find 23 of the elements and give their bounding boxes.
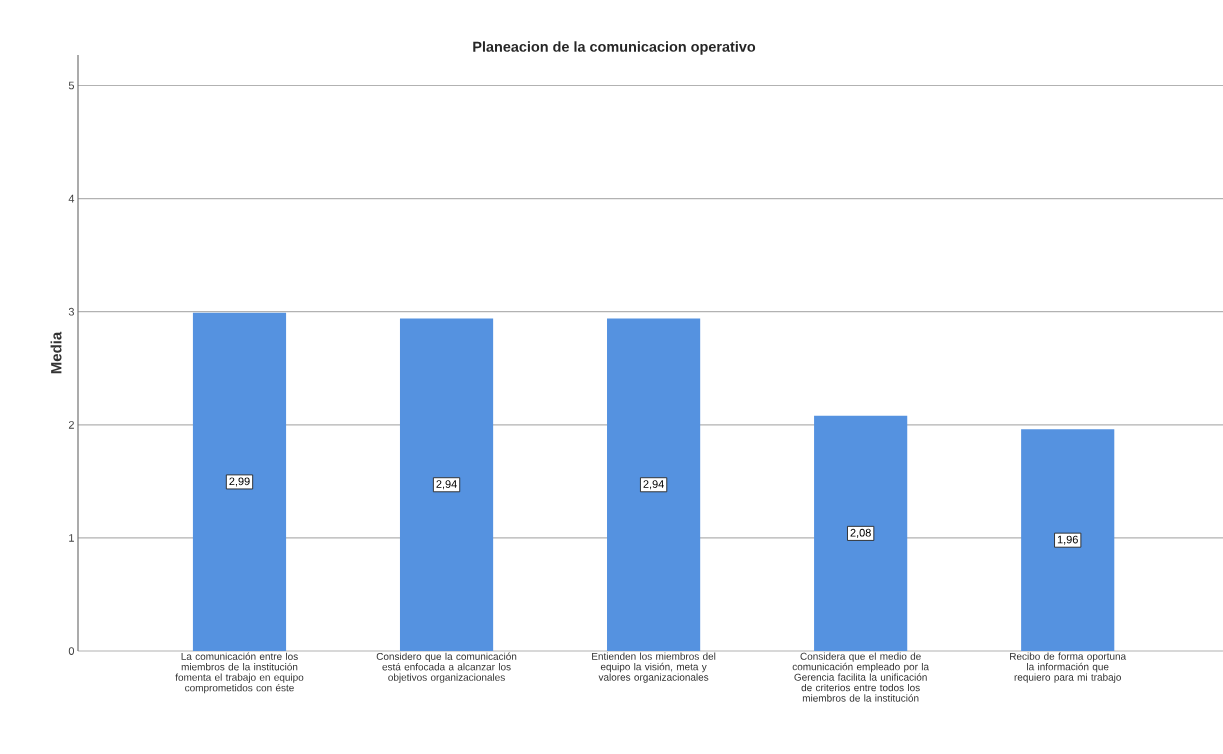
x-tick-label: Considero que la comunicación está enfocada a alcanzar los objetivos organizacionales [376, 652, 517, 683]
bar [607, 318, 701, 651]
y-tick-label: 3 [68, 307, 74, 316]
y-tick-label: 2 [68, 420, 74, 429]
data-label: 2,94 [643, 480, 664, 490]
data-label: 2,08 [850, 528, 871, 538]
y-tick-label: 1 [69, 534, 74, 542]
x-tick-label: Entienden los miembros del equipo la visión, meta y valores organizacionales [592, 652, 716, 683]
data-label: 1,96 [1057, 535, 1078, 545]
bar [1021, 429, 1115, 651]
x-tick-label: Recibo de forma oportuna la información que requiero para mi trabajo [1010, 652, 1127, 683]
y-tick-label: 4 [68, 194, 75, 203]
data-label: 2,94 [436, 480, 457, 490]
chart-title: Planeacion de la comunicacion operativo [473, 41, 756, 55]
bar [192, 312, 287, 651]
data-label: 2,99 [229, 477, 250, 487]
y-tick-label: 0 [68, 647, 75, 655]
x-tick-label: La comunicación entre los miembros de la institución fomenta el trabajo en equipo comprometidos con éste [175, 652, 304, 694]
y-axis-title: Media [50, 331, 62, 374]
y-tick-label: 5 [68, 81, 75, 90]
x-tick-label: Considera que el medio de comunicación empleado por la Gerencia facilita la unificación de criterios entre todos los miembros de la institución [792, 652, 930, 702]
bar [814, 415, 908, 651]
bar [399, 318, 494, 651]
